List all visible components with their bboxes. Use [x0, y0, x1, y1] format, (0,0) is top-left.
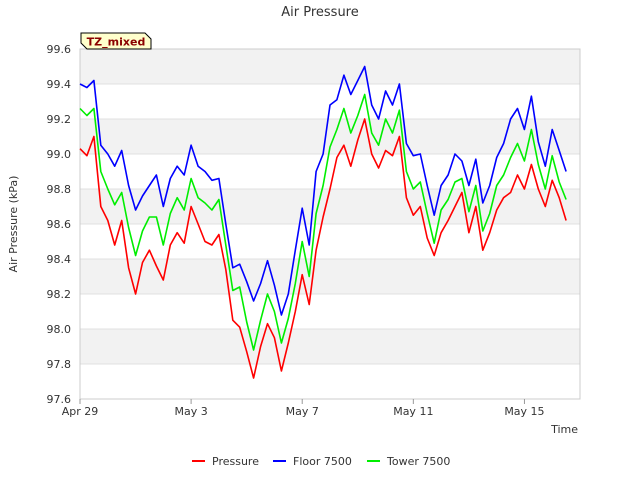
legend-label: Tower 7500	[386, 455, 450, 468]
y-tick-label: 99.2	[47, 113, 72, 126]
y-tick-label: 99.0	[47, 148, 72, 161]
x-tick-label: Apr 29	[62, 405, 99, 418]
background-band	[80, 329, 580, 364]
y-tick-label: 98.6	[47, 218, 72, 231]
series-layer	[79, 65, 567, 379]
y-axis-label: Air Pressure (kPa)	[7, 176, 20, 273]
background-band	[80, 49, 580, 84]
x-tick-label: May 7	[286, 405, 319, 418]
x-tick-label: May 15	[504, 405, 544, 418]
legend: Pressure Floor 7500 Tower 7500	[192, 455, 450, 468]
series-line-floor-7500	[79, 65, 567, 316]
tz-tag-label: TZ_mixed	[87, 36, 146, 49]
x-axis-ticks: Apr 29 May 3 May 7 May 11 May 15	[62, 399, 545, 418]
plot-frame	[79, 48, 581, 400]
legend-label: Floor 7500	[293, 455, 352, 468]
y-tick-label: 97.8	[47, 358, 72, 371]
series-line-pressure	[79, 118, 567, 379]
tz-tag-box	[80, 32, 152, 50]
y-tick-label: 99.6	[47, 43, 72, 56]
x-axis-label: Time	[550, 423, 578, 436]
y-tick-label: 98.8	[47, 183, 72, 196]
series-line-tower-7500	[79, 93, 567, 351]
background-band	[80, 189, 580, 224]
legend-label: Pressure	[212, 455, 259, 468]
background-bands	[80, 49, 580, 364]
y-tick-label: 98.0	[47, 323, 72, 336]
x-tick-label: May 3	[174, 405, 207, 418]
chart-title: Air Pressure	[281, 5, 359, 20]
x-tick-label: May 11	[393, 405, 433, 418]
y-tick-label: 98.2	[47, 288, 72, 301]
y-tick-label: 98.4	[47, 253, 72, 266]
y-tick-label: 97.6	[47, 393, 72, 406]
tz-tag: TZ_mixed	[80, 32, 152, 50]
y-tick-label: 99.4	[47, 78, 72, 91]
y-axis-ticks: 97.6 97.8 98.0 98.2 98.4 98.6 98.8 99.0 99.2 99.4…	[47, 43, 72, 406]
